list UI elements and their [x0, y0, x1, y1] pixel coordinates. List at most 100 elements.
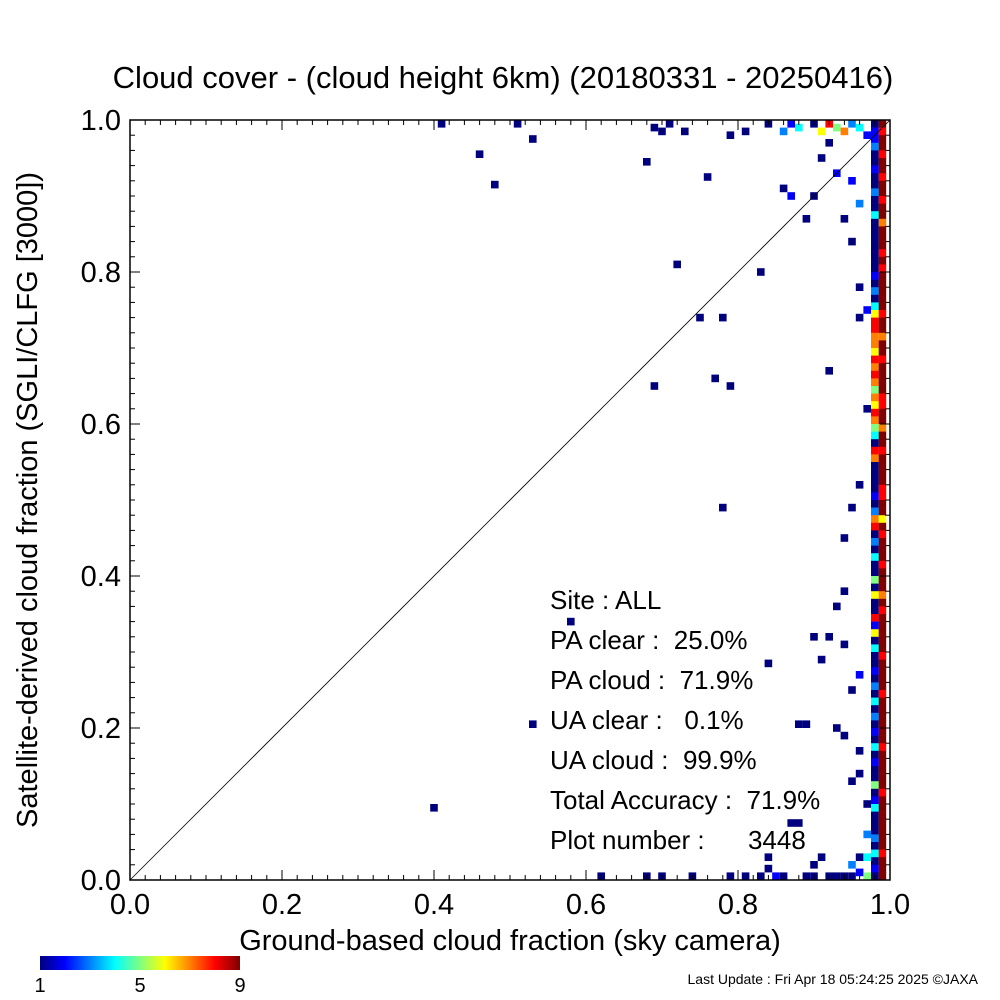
heatmap-cell [772, 872, 780, 880]
heatmap-cell [878, 621, 887, 630]
heatmap-cell [848, 237, 856, 246]
heatmap-cell [871, 538, 879, 546]
x-tick-label: 0.6 [566, 889, 606, 921]
x-tick-label: 0.2 [262, 889, 302, 921]
heatmap-cell [871, 621, 879, 630]
x-tick-label: 0.0 [110, 889, 150, 921]
stat-line: PA cloud : 71.9% [550, 665, 753, 695]
heatmap-cell [855, 199, 864, 208]
heatmap-cell [878, 773, 887, 782]
stat-line: UA cloud : 99.9% [550, 745, 757, 775]
heatmap-cell [871, 158, 879, 166]
colorbar-tick-label: 1 [34, 975, 45, 997]
heatmap-cell [871, 446, 879, 455]
heatmap-cell [878, 310, 887, 318]
heatmap-cell [871, 553, 879, 562]
heatmap-cell [878, 188, 887, 197]
heatmap-cell [871, 667, 879, 676]
heatmap-cell [871, 735, 879, 744]
heatmap-cell [650, 123, 659, 132]
heatmap-cell [871, 826, 879, 835]
heatmap-cell [878, 819, 887, 828]
heatmap-cell [878, 454, 887, 463]
heatmap-cell [878, 500, 887, 508]
heatmap-cell [878, 363, 887, 372]
heatmap-cell [878, 781, 887, 790]
heatmap-cell [871, 241, 879, 250]
colorbar-tick-label: 5 [134, 975, 145, 997]
y-tick-labels: 0.0 0.2 0.4 0.6 0.8 1.0 [81, 105, 121, 897]
heatmap-cell [696, 313, 704, 322]
axis-ticks [129, 119, 891, 881]
heatmap-cell [871, 598, 879, 607]
heatmap-cell [871, 340, 879, 349]
heatmap-cell [764, 659, 773, 668]
y-axis-label: Satellite-derived cloud fraction (SGLI/C… [12, 172, 44, 828]
heatmap-cell [848, 861, 856, 869]
heatmap-cell [665, 120, 674, 128]
heatmap-cell [825, 139, 833, 147]
heatmap-cell [878, 234, 887, 242]
heatmap-cell [878, 697, 887, 706]
heatmap-cell [878, 272, 887, 280]
heatmap-cell [719, 313, 727, 322]
heatmap-cell [878, 294, 887, 303]
heatmap-cell [878, 872, 887, 881]
stat-line: PA clear : 25.0% [550, 625, 748, 655]
heatmap-cell [878, 256, 887, 265]
heatmap-cell [878, 652, 887, 660]
colorbar-ticks: 1 5 9 [34, 975, 245, 997]
heatmap-cell [802, 720, 811, 728]
heatmap-cell [878, 393, 887, 402]
heatmap-cell [871, 173, 879, 182]
heatmap-cell [764, 853, 773, 861]
heatmap-cell [430, 804, 438, 812]
x-axis-label: Ground-based cloud fraction (sky camera) [239, 925, 781, 957]
heatmap-cell [871, 712, 879, 721]
heatmap-cell [871, 355, 879, 364]
heatmap-cell [787, 192, 795, 200]
heatmap-cell [878, 211, 887, 220]
heatmap-cell [878, 165, 887, 174]
heatmap-cell [871, 636, 879, 645]
heatmap-cell [871, 408, 879, 417]
heatmap-cell [878, 834, 887, 843]
heatmap-cell [779, 184, 788, 193]
heatmap-cell [878, 522, 887, 531]
heatmap-cell [871, 279, 879, 288]
heatmap-cell [878, 173, 887, 182]
heatmap-cell [878, 636, 887, 645]
heatmap-cell [871, 758, 879, 767]
heatmap-cell [878, 705, 887, 714]
heatmap-cell [878, 796, 887, 805]
stat-line: Total Accuracy : 71.9% [550, 785, 820, 815]
heatmap-cell [741, 872, 750, 880]
heatmap-cell [871, 203, 879, 212]
heatmap-cell [703, 173, 712, 181]
heatmap-cell [878, 120, 887, 128]
y-tick-label: 0.6 [81, 409, 121, 441]
heatmap-cell [871, 849, 879, 858]
heatmap-cell [871, 507, 879, 516]
chart-title: Cloud cover - (cloud height 6km) (201803… [113, 60, 894, 95]
heatmap-cell [863, 131, 871, 139]
heatmap-cell [779, 127, 788, 136]
heatmap-cell [878, 469, 887, 478]
heatmap-cell [878, 614, 887, 622]
heatmap-cell [787, 120, 795, 128]
heatmap-cell [787, 819, 795, 827]
heatmap-cell [863, 853, 871, 861]
heatmap-cell [719, 503, 727, 512]
heatmap-cell [878, 431, 887, 440]
x-tick-labels: 0.0 0.2 0.4 0.6 0.8 1.0 [110, 889, 910, 921]
heatmap-cell [871, 614, 879, 622]
heatmap-cell [726, 131, 735, 139]
heatmap-cell [871, 690, 879, 698]
heatmap-cell [863, 405, 871, 413]
heatmap-cell [878, 127, 887, 136]
heatmap-cell [871, 294, 879, 303]
x-tick-label: 0.4 [414, 889, 454, 921]
y-tick-label: 0.0 [81, 865, 121, 897]
heatmap-cell [863, 800, 871, 808]
heatmap-cell [795, 720, 803, 728]
